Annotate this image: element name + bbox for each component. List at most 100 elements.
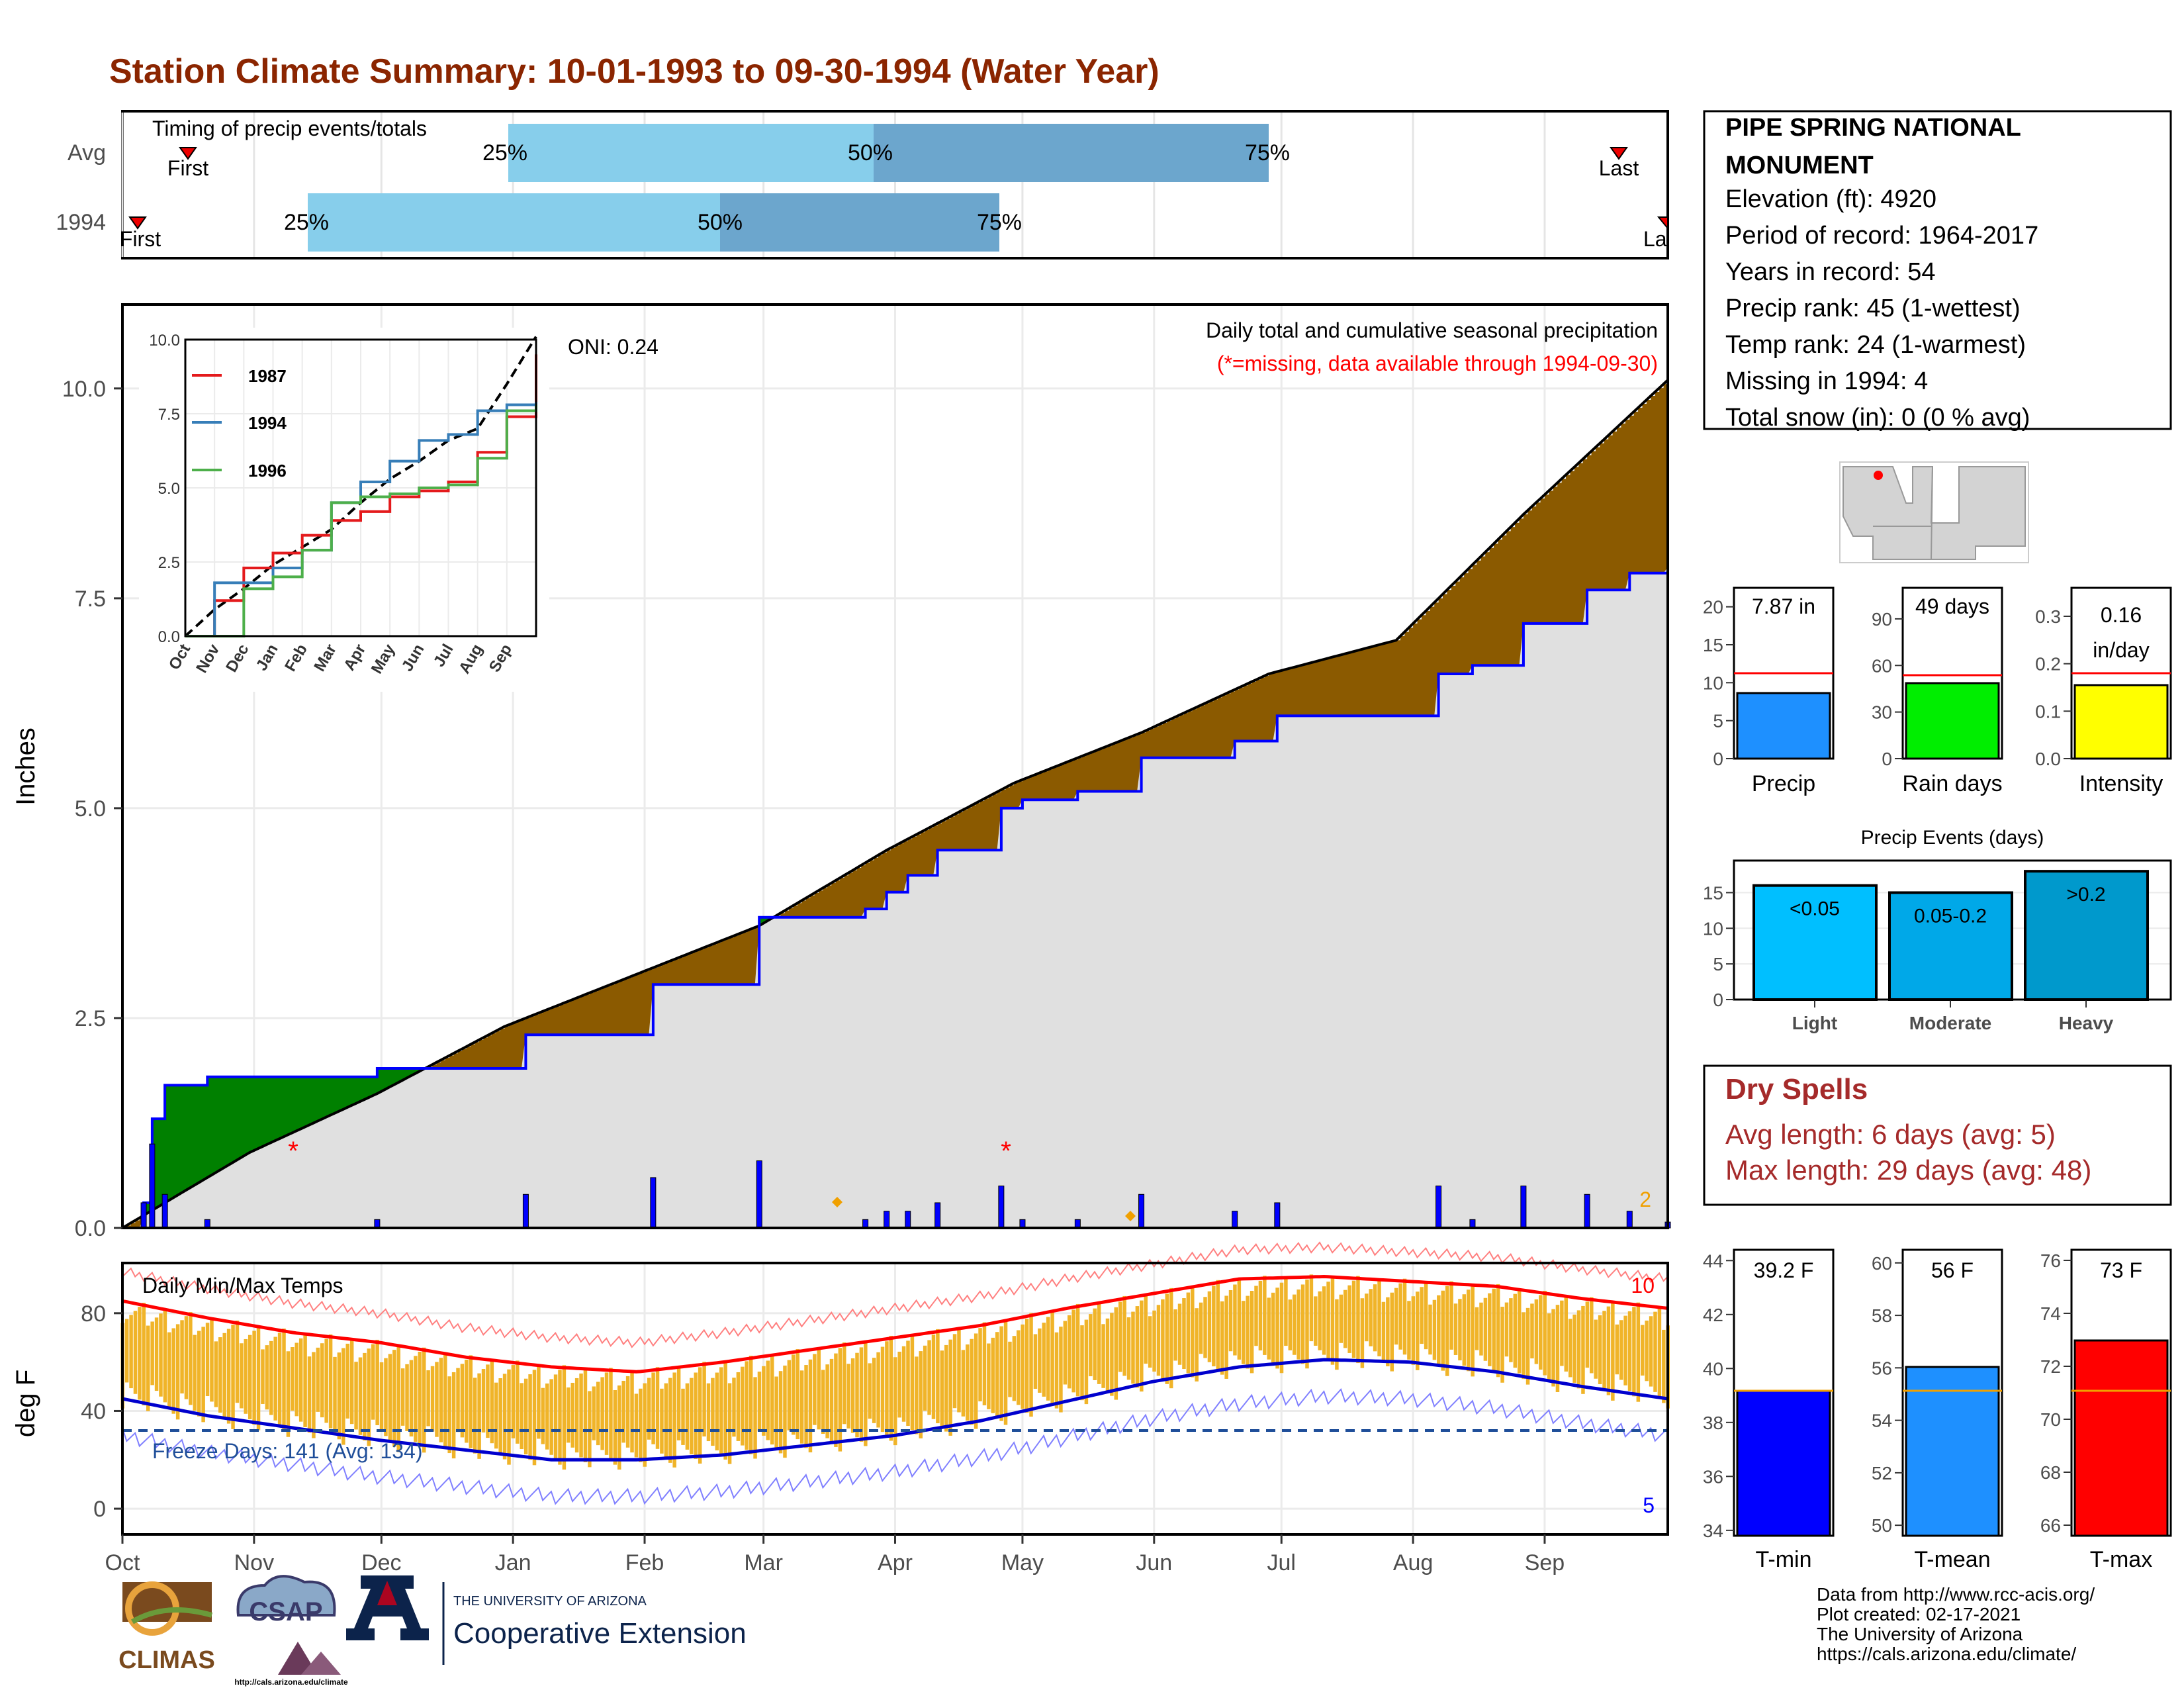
y1994-p25: 25%	[284, 210, 329, 235]
temp-bar	[477, 1373, 481, 1459]
temp-bar	[171, 1328, 175, 1414]
temp-bar	[864, 1342, 868, 1446]
temp-ytick: 40	[81, 1399, 106, 1424]
temp-bar	[1402, 1278, 1407, 1355]
missing-note: (*=missing, data available through 1994-…	[1217, 352, 1658, 375]
temp-bar	[1165, 1293, 1169, 1384]
temp-bar	[1068, 1315, 1071, 1389]
temp-bar	[1390, 1292, 1394, 1372]
temp-bar	[349, 1339, 354, 1425]
events-category: Light	[1792, 1013, 1837, 1033]
temp-bar	[952, 1334, 957, 1409]
temp-bar	[1169, 1288, 1173, 1389]
timing-row-avg: Avg	[68, 140, 106, 165]
temp-bar	[375, 1339, 379, 1425]
temp-bar	[1271, 1292, 1275, 1364]
temp-bar	[1343, 1289, 1347, 1348]
temp-bar	[1365, 1293, 1369, 1342]
temp-bar	[1224, 1295, 1228, 1379]
temp-bar	[1326, 1282, 1330, 1360]
events-ytick: 15	[1703, 882, 1723, 903]
events-bar-label: 0.05-0.2	[1914, 905, 1987, 927]
mini-ytick: 52	[1872, 1463, 1892, 1483]
timing-panel: Timing of precip events/totals Avg 1994 …	[56, 110, 1669, 259]
temp-bar	[303, 1334, 307, 1427]
snow-marker-2	[1125, 1211, 1136, 1221]
inset-ytick: 7.5	[158, 406, 180, 424]
temp-xtick: Apr	[878, 1550, 913, 1575]
temp-bar	[1050, 1311, 1054, 1405]
temp-bar	[1144, 1295, 1148, 1364]
temp-bar	[817, 1348, 821, 1430]
temp-bar	[919, 1351, 923, 1438]
snow-marker-1	[832, 1197, 842, 1207]
temp-bar	[197, 1331, 201, 1417]
temp-bar	[1203, 1297, 1207, 1358]
temp-bar	[1008, 1341, 1012, 1397]
ua-big-text: Cooperative Extension	[453, 1617, 747, 1650]
mini-ytick: 42	[1703, 1305, 1723, 1325]
temp-bar	[184, 1316, 189, 1399]
cumulative-1994-line	[122, 567, 1669, 1229]
temp-bar	[562, 1365, 567, 1470]
temp-bar	[154, 1317, 159, 1391]
temp-bar	[456, 1368, 460, 1432]
temp-bar	[1576, 1310, 1581, 1389]
tmax-bar	[2073, 1339, 2169, 1537]
temp-bar	[541, 1387, 545, 1444]
station-snow: Total snow (in): 0 (0 % avg)	[1725, 404, 2030, 432]
mini-ytick: 36	[1703, 1466, 1723, 1487]
temp-bar	[859, 1347, 864, 1442]
temp-bar	[1475, 1307, 1479, 1350]
main-header: Daily total and cumulative seasonal prec…	[1206, 318, 1658, 342]
temp-bar	[1555, 1305, 1560, 1392]
temp-bar	[664, 1383, 668, 1458]
temp-bar	[570, 1382, 574, 1448]
y1994-second-half-bar	[720, 193, 999, 252]
temp-bar	[876, 1352, 880, 1428]
temp-bar	[414, 1356, 418, 1442]
daily-precip-bar	[522, 1194, 529, 1229]
temp-bar	[345, 1343, 349, 1419]
temp-bar	[1126, 1317, 1131, 1380]
mini-ytick: 40	[1703, 1358, 1723, 1379]
mini-ytick: 68	[2040, 1462, 2061, 1483]
daily-precip-bar	[998, 1186, 1005, 1229]
temp-bar	[388, 1354, 392, 1442]
temp-bar	[175, 1324, 180, 1420]
avg-max-line	[122, 1274, 1668, 1374]
temp-bar	[520, 1383, 523, 1450]
temp-bar	[1288, 1299, 1293, 1350]
temp-bar	[1258, 1280, 1263, 1351]
temp-bar	[1560, 1300, 1564, 1366]
temp-bar	[927, 1340, 931, 1415]
y1994-p75: 75%	[977, 210, 1022, 235]
missing-marker-1: *	[288, 1137, 298, 1166]
temp-bar	[1534, 1299, 1539, 1364]
temp-bar	[214, 1341, 218, 1407]
station-missing: Missing in 1994: 4	[1725, 367, 1928, 395]
temp-bar	[473, 1378, 477, 1454]
climas-logo: CLIMAS	[118, 1581, 215, 1674]
temp-bar	[711, 1378, 715, 1446]
temp-bar	[1017, 1330, 1021, 1405]
temp-bar	[1492, 1288, 1496, 1372]
temp-bar	[727, 1383, 732, 1464]
temp-bar	[1428, 1304, 1432, 1355]
temp-xtick: Nov	[234, 1550, 274, 1575]
temp-bar	[1564, 1296, 1569, 1372]
temp-bar	[1594, 1319, 1598, 1379]
temp-bar	[1543, 1290, 1547, 1376]
temp-bar	[880, 1346, 885, 1432]
temp-bar	[1645, 1320, 1649, 1382]
temp-bar	[1351, 1280, 1356, 1358]
temp-bar	[1530, 1303, 1534, 1359]
temp-bar	[1275, 1288, 1279, 1369]
timing-label: Timing of precip events/totals	[152, 117, 427, 140]
temp-bar	[1122, 1295, 1126, 1376]
temp-bar	[766, 1360, 770, 1440]
temp-bar	[490, 1360, 494, 1444]
temp-bar	[1445, 1286, 1449, 1376]
temp-bar	[507, 1369, 511, 1465]
tmax-value: 73 F	[2100, 1258, 2142, 1282]
